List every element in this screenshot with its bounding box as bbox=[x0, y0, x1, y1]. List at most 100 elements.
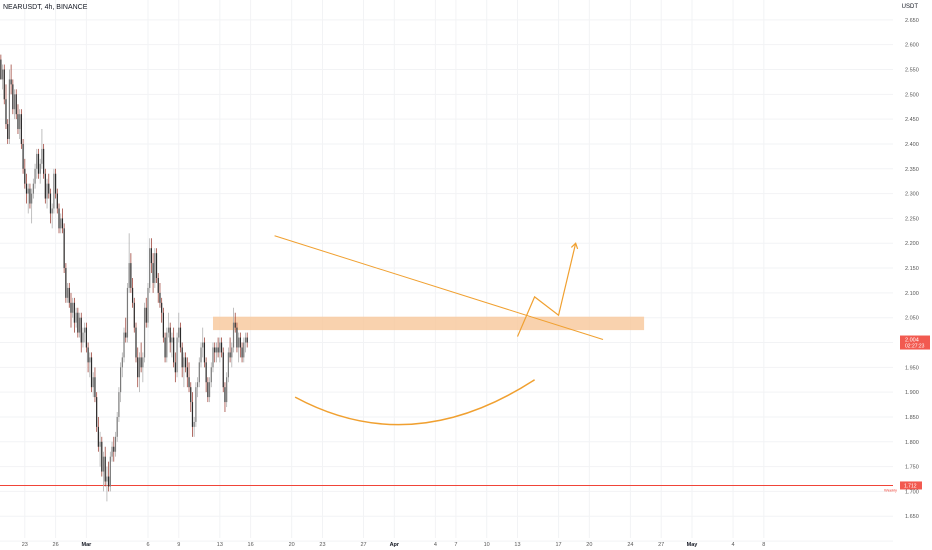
x-tick-label: 17 bbox=[555, 542, 561, 548]
candle-body bbox=[85, 327, 87, 348]
candle-body bbox=[152, 263, 154, 283]
candle-body bbox=[161, 302, 163, 313]
candle-body bbox=[174, 362, 176, 373]
candle-body bbox=[0, 59, 2, 80]
candle-body bbox=[24, 168, 26, 184]
y-tick-label: 2.150 bbox=[905, 266, 919, 272]
x-tick-label: 27 bbox=[658, 542, 664, 548]
candle-body bbox=[154, 253, 156, 283]
x-tick-label: 4 bbox=[434, 542, 437, 548]
candle-body bbox=[149, 248, 151, 288]
candle-body bbox=[68, 287, 70, 303]
candle-body bbox=[229, 352, 231, 358]
candle-body bbox=[227, 352, 229, 378]
candle-body bbox=[56, 193, 58, 209]
candle-body bbox=[114, 436, 117, 452]
candle-body bbox=[7, 124, 9, 139]
candle-body bbox=[155, 253, 158, 278]
candle-body bbox=[186, 367, 188, 378]
y-tick-label: 2.250 bbox=[905, 216, 919, 222]
candle-body bbox=[63, 228, 65, 269]
candle-body bbox=[196, 382, 199, 388]
candle-body bbox=[54, 173, 57, 194]
candle-body bbox=[246, 337, 248, 343]
candle-body bbox=[162, 312, 164, 338]
candle-body bbox=[51, 208, 53, 214]
candle-body bbox=[176, 337, 178, 373]
support-line-label: Weekly bbox=[884, 487, 897, 492]
candle-body bbox=[131, 287, 134, 303]
candle-body bbox=[75, 312, 77, 323]
candle-body bbox=[77, 312, 79, 333]
candle-body bbox=[58, 208, 60, 229]
candle-body bbox=[236, 327, 238, 348]
y-tick-label: 2.200 bbox=[905, 241, 919, 247]
candle-body bbox=[53, 173, 55, 209]
candle-body bbox=[70, 302, 72, 313]
candle-body bbox=[118, 392, 120, 417]
candle-body bbox=[243, 342, 245, 358]
candle-body bbox=[219, 342, 221, 353]
candle-body bbox=[97, 426, 99, 447]
candle-body bbox=[138, 357, 141, 378]
y-tick-label: 2.100 bbox=[905, 291, 919, 297]
x-tick-label: 24 bbox=[627, 542, 633, 548]
candle-body bbox=[15, 94, 17, 115]
candle-body bbox=[203, 342, 206, 363]
candle-body bbox=[137, 357, 139, 378]
x-tick-label: May bbox=[687, 542, 699, 548]
candle-body bbox=[12, 84, 14, 110]
candle-body bbox=[130, 263, 132, 288]
candle-body bbox=[126, 287, 129, 338]
y-tick-label: 1.900 bbox=[905, 390, 919, 396]
x-tick-label: 13 bbox=[217, 542, 223, 548]
projection-path bbox=[516, 243, 577, 337]
candle-body bbox=[101, 441, 103, 472]
candle-body bbox=[125, 332, 127, 338]
x-tick-label: 16 bbox=[248, 542, 254, 548]
y-tick-label: 1.850 bbox=[905, 415, 919, 421]
candle-body bbox=[60, 218, 62, 229]
current-price-value: 2.004 bbox=[905, 338, 919, 344]
candle-body bbox=[178, 327, 180, 338]
x-tick-label: 8 bbox=[762, 542, 765, 548]
y-tick-label: 2.500 bbox=[905, 92, 919, 98]
candle-body bbox=[90, 357, 93, 388]
candle-body bbox=[179, 327, 182, 348]
y-tick-label: 2.400 bbox=[905, 142, 919, 148]
candle-body bbox=[99, 441, 101, 447]
x-tick-label: 27 bbox=[360, 542, 366, 548]
candle-body bbox=[212, 347, 214, 368]
candle-countdown: 02:27:23 bbox=[905, 344, 925, 350]
candle-body bbox=[27, 188, 29, 194]
candle-body bbox=[222, 352, 224, 388]
candle-body bbox=[3, 69, 5, 100]
candle-body bbox=[80, 317, 82, 343]
candle-body bbox=[210, 367, 212, 383]
candle-body bbox=[29, 188, 31, 204]
candle-body bbox=[121, 357, 123, 368]
candle-body bbox=[143, 307, 146, 358]
x-tick-label: 10 bbox=[484, 542, 490, 548]
candle-body bbox=[102, 456, 105, 472]
y-tick-label: 1.950 bbox=[905, 365, 919, 371]
candle-body bbox=[116, 416, 118, 437]
candle-body bbox=[43, 148, 45, 174]
x-tick-label: 6 bbox=[146, 542, 149, 548]
candle-body bbox=[61, 218, 64, 229]
candle-body bbox=[157, 277, 159, 293]
x-tick-label: 20 bbox=[289, 542, 295, 548]
candle-body bbox=[37, 153, 40, 174]
candle-body bbox=[244, 337, 247, 343]
x-axis: 23 26 Mar 6 9 13 16 20 23 27 Apr 4 7 10 13 17 20 24 27 May 4… bbox=[22, 542, 766, 548]
cup-arc bbox=[294, 379, 536, 426]
candle-body bbox=[145, 307, 147, 323]
candles bbox=[0, 54, 248, 502]
chart-title: NEARUSDT, 4h, BINANCE bbox=[3, 4, 88, 11]
candle-body bbox=[159, 292, 161, 303]
candle-body bbox=[188, 377, 190, 388]
candle-body bbox=[231, 347, 233, 358]
x-tick-label: 9 bbox=[177, 542, 180, 548]
candle-body bbox=[200, 347, 202, 363]
